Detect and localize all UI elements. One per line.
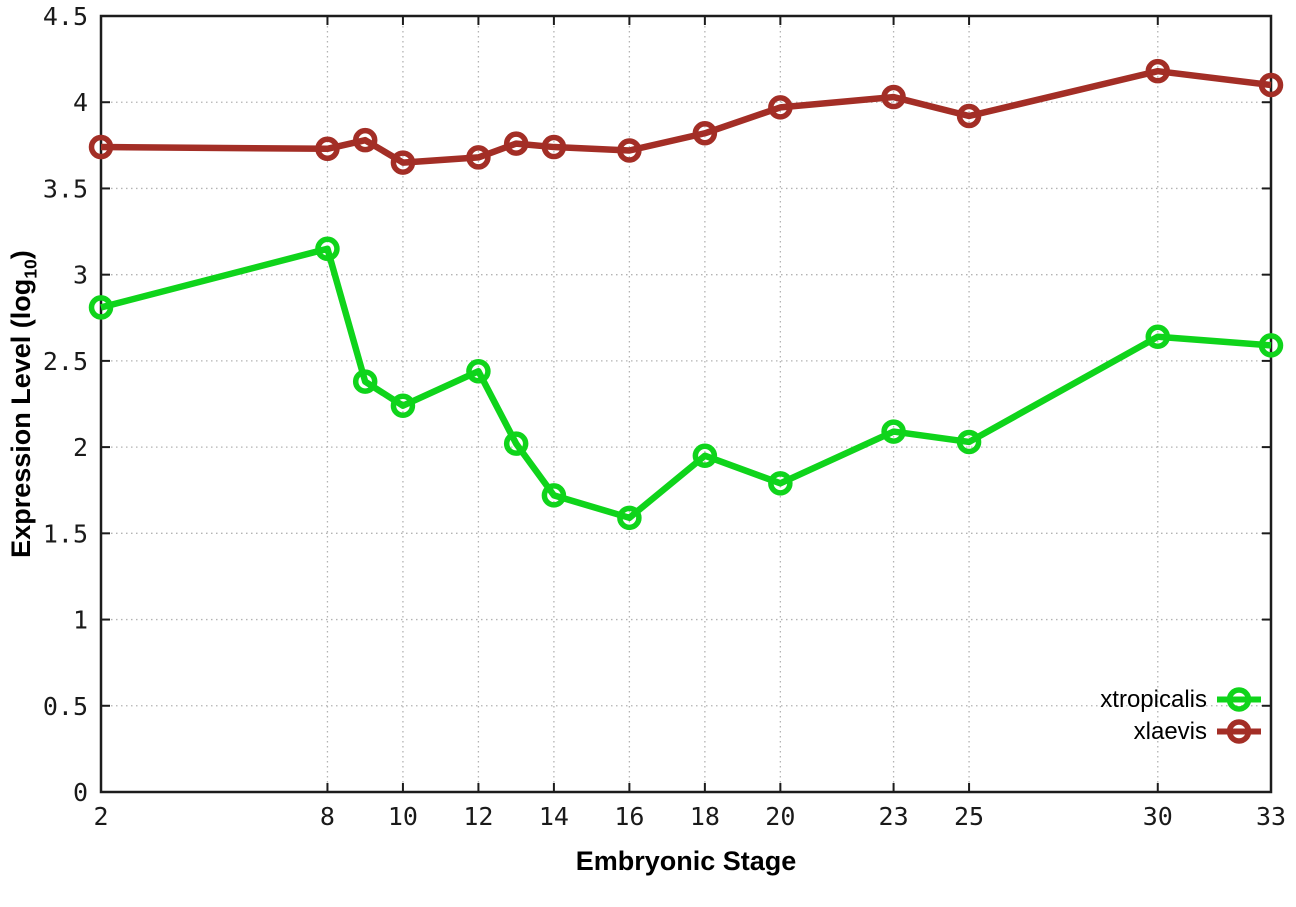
y-tick-label: 4 [73, 88, 88, 117]
x-tick-label: 33 [1256, 802, 1286, 831]
y-tick-label: 3 [73, 261, 88, 290]
y-axis-label-text: Expression Level (log [6, 278, 36, 558]
x-tick-label: 23 [879, 802, 909, 831]
data-point-xtropicalis-stage-20 [768, 471, 793, 496]
x-tick-label: 14 [539, 802, 569, 831]
legend: xtropicalis xlaevis [1100, 685, 1262, 746]
data-point-xlaevis-stage-2 [88, 134, 114, 160]
data-point-xtropicalis-stage-13 [503, 431, 529, 456]
x-tick-label: 20 [765, 802, 795, 831]
data-point-xlaevis-stage-9 [352, 127, 378, 153]
legend-marker-xlaevis-icon [1217, 719, 1261, 744]
y-tick-label: 0 [73, 778, 88, 807]
legend-label-xtropicalis: xtropicalis [1100, 686, 1207, 713]
x-tick-label: 16 [614, 802, 644, 831]
data-point-xlaevis-stage-23 [881, 84, 906, 110]
x-axis-label: Embryonic Stage [575, 846, 797, 876]
data-point-xtropicalis-stage-14 [541, 483, 567, 508]
data-point-xtropicalis-stage-9 [352, 369, 378, 394]
data-point-xlaevis-stage-30 [1145, 58, 1171, 84]
legend-entry-xlaevis: xlaevis [1100, 717, 1262, 746]
y-tick-label: 1 [73, 606, 88, 635]
y-axis-label-suffix: ) [6, 250, 36, 260]
y-tick-label: 1.5 [43, 519, 88, 548]
data-point-xlaevis-stage-25 [956, 103, 982, 129]
x-tick-label: 12 [463, 802, 493, 831]
data-point-xlaevis-stage-16 [617, 138, 642, 163]
series-line-xlaevis [100, 67, 1272, 166]
x-tick-label: 25 [954, 802, 984, 831]
data-point-xtropicalis-stage-2 [88, 295, 114, 320]
data-point-xlaevis-stage-10 [390, 150, 416, 175]
y-tick-label: 2.5 [43, 347, 88, 376]
x-tick-label: 30 [1143, 802, 1173, 831]
data-point-xtropicalis-stage-33 [1258, 333, 1284, 358]
y-tick-label: 3.5 [43, 174, 88, 203]
legend-entry-xtropicalis: xtropicalis [1100, 685, 1262, 714]
data-point-xlaevis-stage-8 [315, 136, 340, 162]
data-point-xlaevis-stage-14 [541, 134, 567, 160]
y-tick-label: 2 [73, 433, 88, 462]
y-tick-label: 0.5 [43, 692, 88, 721]
data-point-xtropicalis-stage-18 [692, 443, 718, 468]
data-point-xlaevis-stage-33 [1258, 72, 1284, 98]
data-point-xtropicalis-stage-30 [1145, 324, 1171, 349]
data-point-xtropicalis-stage-10 [390, 393, 416, 418]
data-point-xtropicalis-stage-23 [881, 419, 906, 444]
y-tick-label: 4.5 [43, 2, 88, 31]
x-tick-label: 10 [388, 802, 418, 831]
x-tick-label: 8 [320, 802, 335, 831]
legend-marker-xtropicalis-icon [1217, 687, 1261, 712]
data-point-xtropicalis-stage-12 [466, 358, 491, 384]
data-point-xtropicalis-stage-8 [315, 236, 340, 262]
y-axis-label-subscript: 10 [20, 259, 41, 279]
data-point-xlaevis-stage-13 [503, 131, 529, 156]
data-point-xlaevis-stage-18 [692, 121, 718, 146]
plot-border [99, 14, 1273, 794]
data-point-xtropicalis-stage-16 [617, 505, 642, 531]
data-point-xtropicalis-stage-25 [956, 429, 982, 455]
x-tick-label: 18 [690, 802, 720, 831]
legend-label-xlaevis: xlaevis [1133, 718, 1207, 745]
data-point-xlaevis-stage-12 [466, 145, 491, 170]
data-point-xlaevis-stage-20 [768, 95, 793, 120]
y-axis-label: Expression Level (log10) [6, 16, 41, 792]
x-tick-label: 2 [93, 802, 108, 831]
series-line-xtropicalis [100, 245, 1272, 522]
